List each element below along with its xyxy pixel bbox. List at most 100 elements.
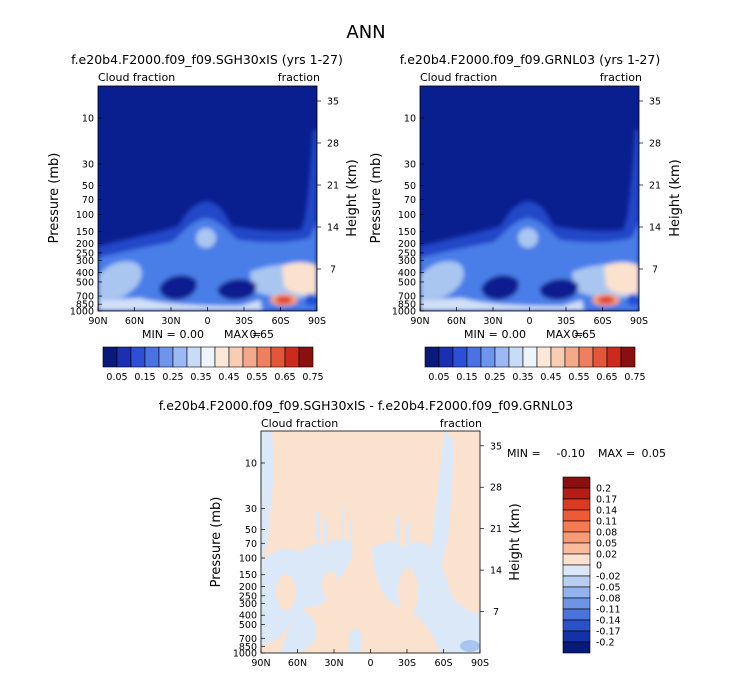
x-tick-label: 30N <box>483 316 502 327</box>
y-tick-label: 50 <box>245 525 257 536</box>
colorbar-swatch <box>494 346 510 368</box>
colorbar-level-label: 0.08 <box>596 528 617 539</box>
contour-pocket <box>276 574 296 610</box>
contour-pocket <box>322 571 338 599</box>
y-tick-label: 50 <box>404 181 416 192</box>
colorbar-swatch <box>284 346 300 368</box>
contour-spikes <box>316 506 409 546</box>
colorbar-swatch <box>620 346 636 368</box>
panel-difference: f.e20b4.F2000.f09_f09.SGH30xIS - f.e20b4… <box>159 398 667 654</box>
panel-grnl03: f.e20b4.F2000.f09_f09.GRNL03 (yrs 1-27) … <box>369 52 683 341</box>
y2-tick-label: 35 <box>490 441 502 452</box>
colorbar-level-label: -0.08 <box>596 594 621 605</box>
y2-tick-label: 14 <box>327 223 339 234</box>
y-tick-label: 400 <box>239 611 257 622</box>
panel-field-label: Cloud fraction <box>261 417 338 430</box>
y2-tick-label: 21 <box>490 524 502 535</box>
x-tick-label: 90S <box>308 316 326 327</box>
colorbar-swatch <box>466 346 482 368</box>
y-tick-label: 1000 <box>233 649 257 660</box>
colorbar-level-label: 0.11 <box>596 517 617 528</box>
max-value: 0.65 <box>250 328 275 341</box>
x-tick-label: 60S <box>593 316 611 327</box>
y-tick-label: 300 <box>239 599 257 610</box>
x-tick-label: 60N <box>125 316 144 327</box>
colorbar-level-label: 0.05 <box>428 372 449 383</box>
max-value: 0.05 <box>642 447 667 460</box>
max-label: MAX = <box>224 328 261 341</box>
colorbar-level-label: 0.05 <box>596 539 617 550</box>
y-tick-label: 850 <box>76 300 94 311</box>
contour-patch <box>348 629 362 653</box>
y-axis-label: Pressure (mb) <box>47 153 62 244</box>
colorbar-swatch <box>562 487 591 500</box>
y-tick-label: 400 <box>398 268 416 279</box>
contour-deep-core-left <box>159 275 197 300</box>
colorbar-swatch <box>562 586 591 599</box>
x-tick-label: 90S <box>471 658 489 669</box>
colorbar-swatch <box>228 346 244 368</box>
colorbar-swatch <box>214 346 230 368</box>
x-tick-label: 90N <box>88 316 107 327</box>
y-tick-label: 700 <box>76 292 94 303</box>
colorbar-swatch <box>116 346 132 368</box>
y2-tick-label: 7 <box>652 265 658 276</box>
contour-peach <box>604 262 639 294</box>
y-tick-label: 30 <box>82 160 94 171</box>
colorbar-swatch <box>256 346 272 368</box>
colorbar-swatch <box>562 597 591 610</box>
max-label: MAX = <box>598 447 635 460</box>
colorbar-swatch <box>550 346 566 368</box>
x-tick-label: 30S <box>398 658 416 669</box>
y2-tick-label: 35 <box>649 97 661 108</box>
colorbar-swatch <box>480 346 496 368</box>
colorbar-level-label: 0.05 <box>106 372 127 383</box>
colorbar-level-label: 0.35 <box>190 372 211 383</box>
y-tick-label: 150 <box>76 227 94 238</box>
panel-units-label: fraction <box>440 417 482 430</box>
contour-spike <box>342 506 344 540</box>
panel-sgh30xis: f.e20b4.F2000.f09_f09.SGH30xIS (yrs 1-27… <box>47 52 360 341</box>
colorbar-swatch <box>242 346 258 368</box>
colorbar-level-label: 0.17 <box>596 495 617 506</box>
colorbar-swatch <box>562 520 591 533</box>
colorbar-level-label: 0.65 <box>274 372 295 383</box>
x-tick-label: 60N <box>288 658 307 669</box>
colorbar-level-label: 0 <box>596 561 602 572</box>
colorbar-swatch <box>536 346 552 368</box>
y2-tick-label: 21 <box>327 181 339 192</box>
y-tick-label: 1000 <box>70 307 94 318</box>
y2-tick-label: 28 <box>490 483 502 494</box>
x-tick-label: 90N <box>410 316 429 327</box>
colorbar-swatch <box>158 346 174 368</box>
y-tick-label: 200 <box>76 239 94 250</box>
colorbar-swatch <box>562 641 591 654</box>
contour-red-core <box>598 296 614 304</box>
colorbar-level-label: 0.55 <box>568 372 589 383</box>
y-tick-label: 850 <box>398 300 416 311</box>
generated-axes-and-colorbars: 1030507010015020025030040050070085010003… <box>70 97 661 670</box>
y-tick-label: 100 <box>76 210 94 221</box>
colorbar-level-label: -0.2 <box>596 638 615 649</box>
contour-pale-blue <box>420 261 464 300</box>
colorbar-level-label: -0.05 <box>596 583 621 594</box>
x-tick-label: 60N <box>447 316 466 327</box>
colorbar-swatch <box>562 531 591 544</box>
colorbar-level-label: 0.15 <box>456 372 477 383</box>
y-tick-label: 300 <box>398 256 416 267</box>
contour-pocket <box>398 568 418 616</box>
colorbar-swatch <box>102 346 118 368</box>
x-tick-label: 60S <box>271 316 289 327</box>
y-tick-label: 10 <box>404 114 416 125</box>
colorbar-level-label: 0.14 <box>596 506 617 517</box>
contour-spike <box>396 516 399 546</box>
y-tick-label: 200 <box>398 239 416 250</box>
panel-title: f.e20b4.F2000.f09_f09.SGH30xIS - f.e20b4… <box>159 398 573 413</box>
y-tick-label: 50 <box>82 181 94 192</box>
y-tick-label: 400 <box>76 268 94 279</box>
colorbar-swatch <box>562 498 591 511</box>
colorbar-level-label: 0.75 <box>624 372 645 383</box>
y2-axis-label: Height (km) <box>345 159 360 236</box>
heatmap-contours <box>98 86 317 311</box>
